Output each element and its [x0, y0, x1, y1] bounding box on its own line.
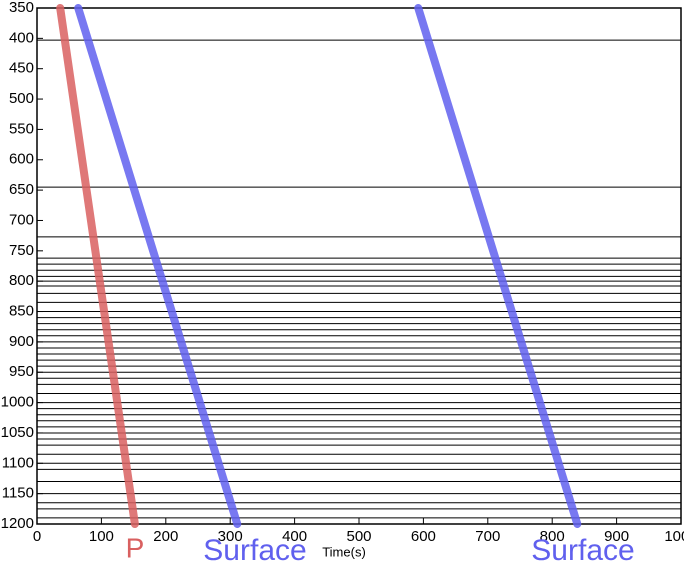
x-tick-label: 300	[218, 528, 243, 545]
y-tick-label: 400	[9, 29, 34, 46]
x-tick-label: 700	[475, 528, 500, 545]
y-tick-label: 1050	[1, 424, 34, 441]
y-tick-label: 650	[9, 181, 34, 198]
phase-line	[74, 4, 242, 528]
y-tick-label: 500	[9, 90, 34, 107]
phase-label: Surface	[531, 534, 634, 567]
y-tick-label: 950	[9, 363, 34, 380]
x-tick-label: 800	[540, 528, 565, 545]
x-tick-label: 500	[346, 528, 371, 545]
plot-frame	[36, 7, 682, 525]
y-tick-label: 450	[9, 60, 34, 77]
phase-line	[56, 4, 139, 528]
phase-label: P	[126, 532, 145, 563]
x-tick-label: 200	[153, 528, 178, 545]
x-tick-label: 400	[282, 528, 307, 545]
x-tick-label: 600	[411, 528, 436, 545]
y-tick-label: 1000	[1, 394, 34, 411]
x-tick-label: 900	[604, 528, 629, 545]
y-tick-label: 1200	[1, 515, 34, 532]
y-tick-label: 750	[9, 242, 34, 259]
phase-label: Surface	[203, 534, 306, 567]
x-tick-label: 1000	[664, 528, 684, 545]
y-tick-label: 900	[9, 333, 34, 350]
x-tick-label: 0	[33, 528, 41, 545]
y-tick-label: 700	[9, 211, 34, 228]
y-tick-label: 350	[9, 0, 34, 16]
y-tick-label: 850	[9, 302, 34, 319]
y-tick-label: 1100	[2, 454, 34, 471]
y-tick-label: 600	[9, 151, 34, 168]
y-tick-label: 800	[9, 272, 34, 289]
y-tick-label: 1150	[2, 485, 34, 502]
phase-line	[414, 4, 582, 528]
x-axis-label: Time(s)	[322, 544, 366, 559]
y-tick-label: 550	[9, 120, 34, 137]
x-tick-label: 100	[89, 528, 114, 545]
